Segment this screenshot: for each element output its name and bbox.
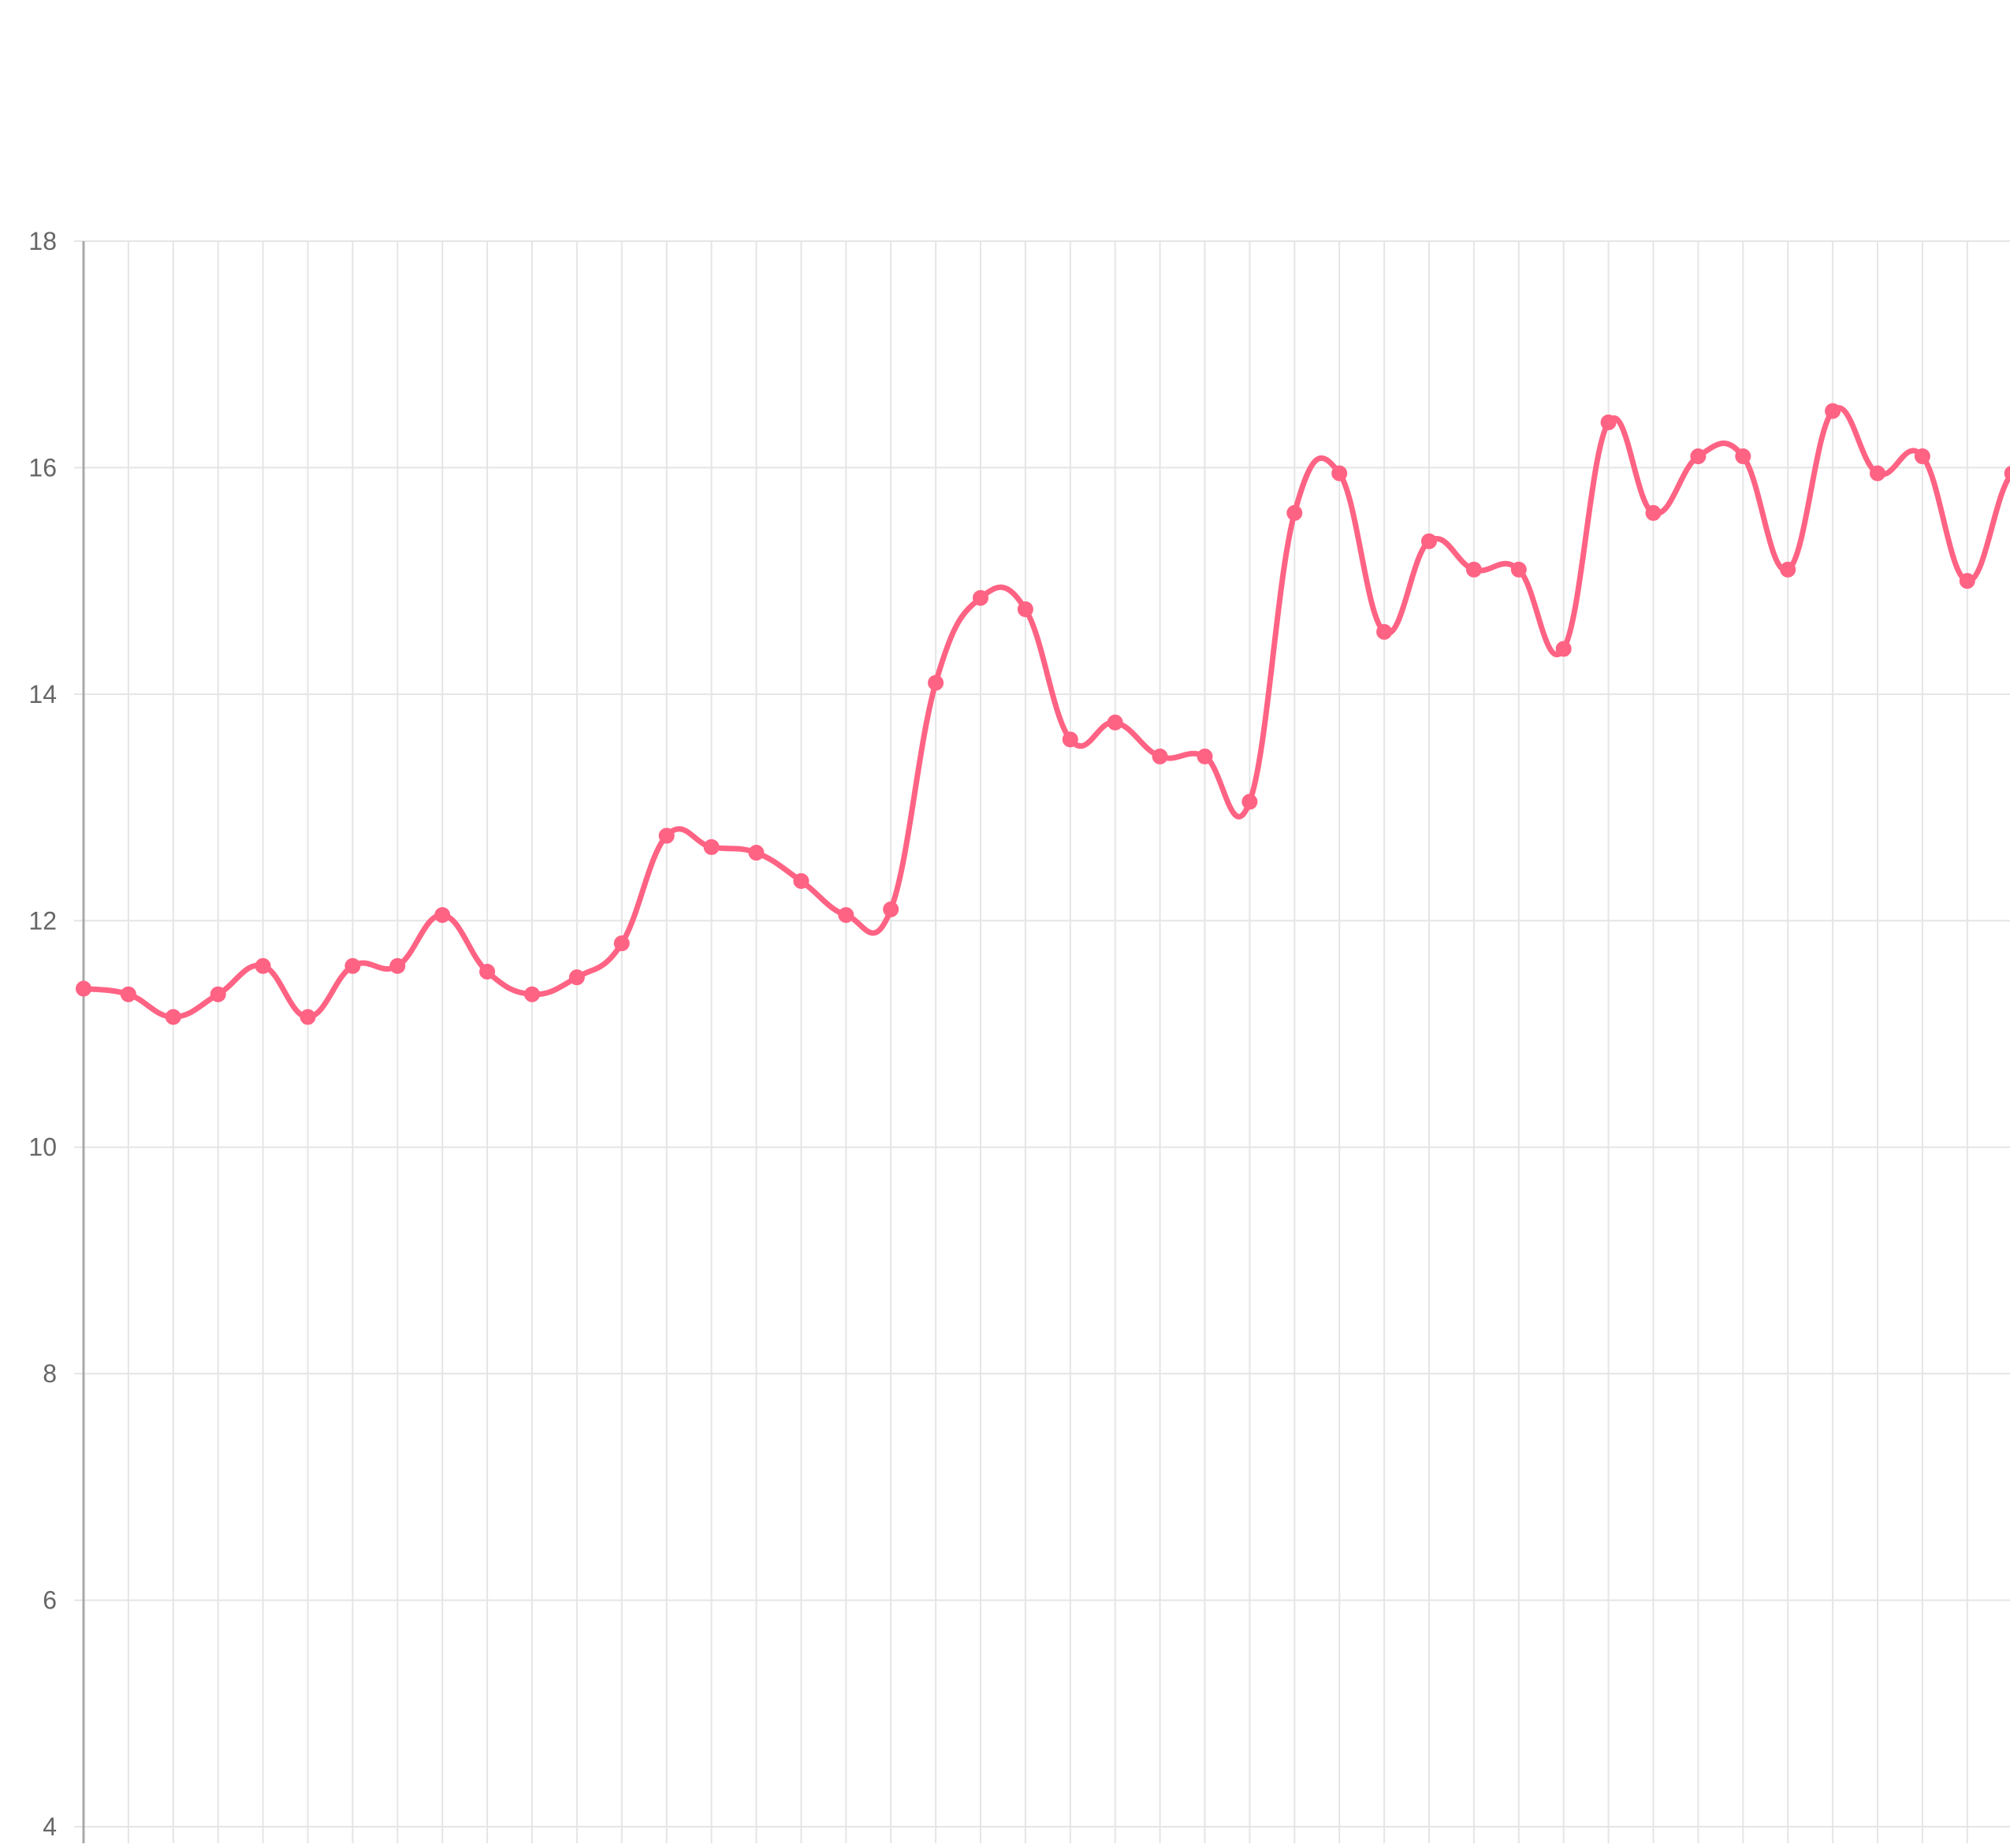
data-point[interactable]	[434, 907, 451, 924]
data-point[interactable]	[1017, 601, 1033, 618]
data-point[interactable]	[210, 986, 226, 1002]
series-line	[80, 405, 2010, 1020]
y-tick-label: 10	[28, 1133, 57, 1162]
data-point[interactable]	[2004, 465, 2010, 482]
data-point[interactable]	[703, 838, 720, 855]
y-tick-label: 14	[28, 680, 57, 708]
data-point[interactable]	[1780, 561, 1796, 578]
data-point[interactable]	[1914, 448, 1930, 465]
data-point[interactable]	[928, 675, 944, 691]
y-tick-label: 4	[43, 1813, 57, 1841]
data-point[interactable]	[1107, 714, 1123, 731]
data-point[interactable]	[838, 907, 854, 924]
data-point[interactable]	[1465, 561, 1482, 578]
data-point[interactable]	[1735, 448, 1751, 465]
data-point[interactable]	[748, 845, 765, 861]
data-point[interactable]	[1690, 448, 1707, 465]
y-tick-label: 8	[43, 1359, 57, 1388]
y-tick-label: 18	[28, 227, 57, 255]
vertical-gridlines	[127, 241, 1968, 1843]
data-point[interactable]	[479, 963, 496, 980]
data-point[interactable]	[793, 872, 810, 889]
data-point[interactable]	[1600, 414, 1617, 430]
data-point[interactable]	[165, 1009, 181, 1025]
data-point[interactable]	[1959, 573, 1975, 589]
data-point[interactable]	[973, 589, 988, 606]
y-tick-label: 12	[28, 906, 57, 935]
data-point[interactable]	[76, 980, 91, 997]
data-point[interactable]	[1331, 465, 1348, 482]
data-point[interactable]	[524, 986, 540, 1002]
horizontal-gridlines	[74, 240, 2010, 1828]
y-tick-labels: 4 6 8 10 12 14 16 18	[28, 227, 57, 1841]
data-point[interactable]	[120, 986, 136, 1002]
data-point[interactable]	[1241, 794, 1258, 810]
data-point[interactable]	[568, 969, 585, 986]
data-point[interactable]	[1825, 403, 1841, 419]
series-group	[76, 403, 2010, 1025]
data-point[interactable]	[1421, 533, 1437, 549]
data-point[interactable]	[300, 1009, 316, 1025]
data-point[interactable]	[1870, 465, 1885, 482]
data-point[interactable]	[255, 957, 271, 974]
data-point[interactable]	[344, 957, 361, 974]
data-point[interactable]	[1645, 504, 1662, 521]
data-point[interactable]	[1510, 561, 1527, 578]
data-point[interactable]	[613, 935, 630, 952]
data-point[interactable]	[658, 827, 675, 844]
data-point[interactable]	[1197, 748, 1213, 764]
y-tick-label: 6	[43, 1586, 57, 1615]
data-point[interactable]	[1555, 641, 1572, 657]
data-point[interactable]	[883, 901, 899, 917]
data-point[interactable]	[1152, 748, 1168, 764]
data-point[interactable]	[1286, 504, 1303, 521]
y-tick-label: 16	[28, 453, 57, 482]
data-point[interactable]	[1376, 623, 1393, 640]
data-point[interactable]	[1062, 731, 1078, 748]
data-point[interactable]	[389, 957, 406, 974]
